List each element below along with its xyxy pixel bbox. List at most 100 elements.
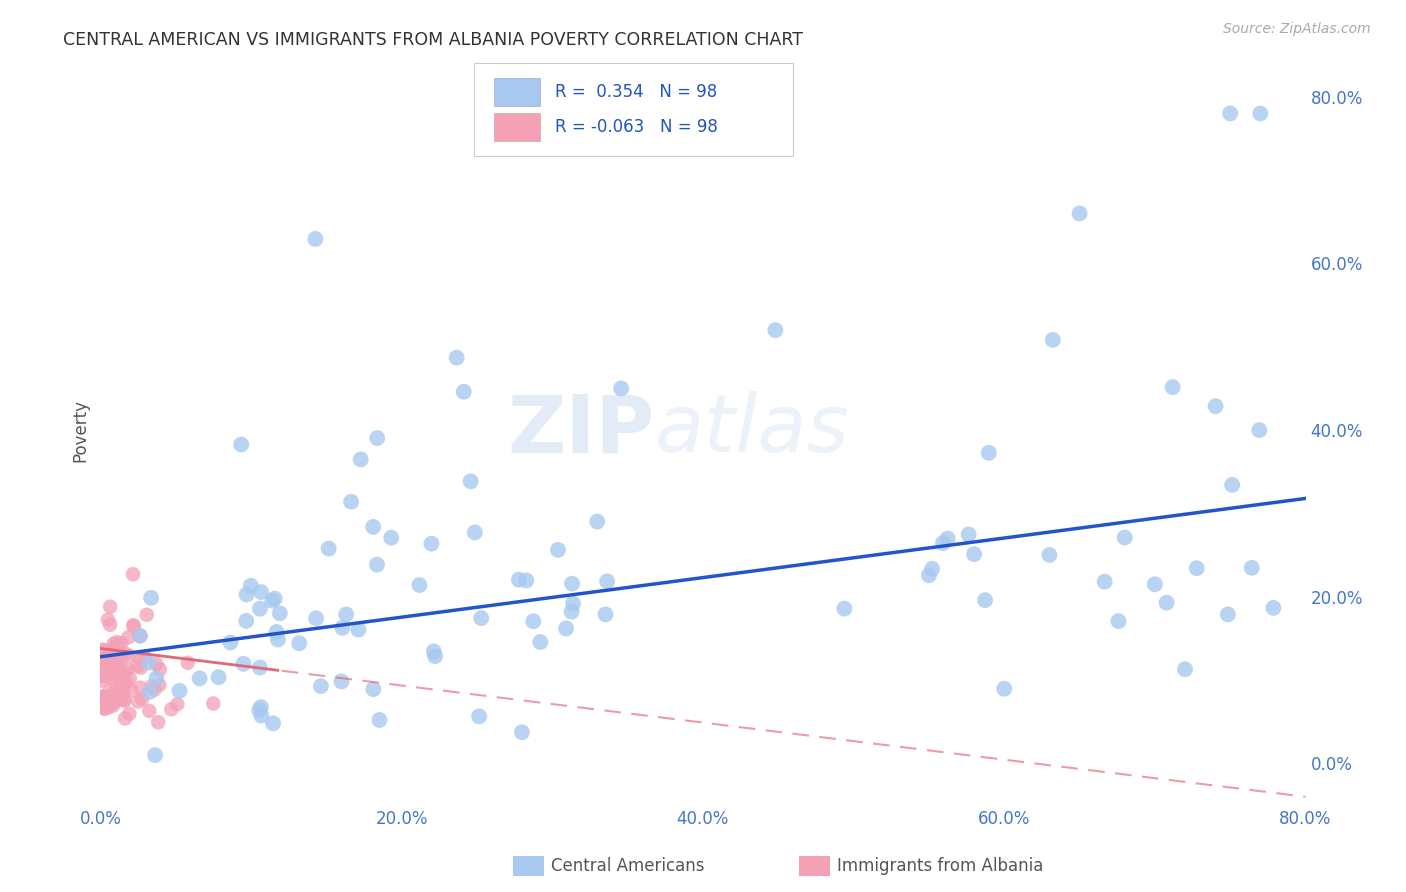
Point	[108, 664, 131, 678]
Point	[932, 536, 955, 550]
Point	[122, 567, 145, 582]
Point	[340, 494, 363, 508]
Point	[128, 650, 150, 665]
Point	[1249, 106, 1271, 120]
Point	[309, 679, 332, 693]
Point	[110, 653, 132, 667]
Point	[1143, 577, 1166, 591]
Point	[561, 576, 583, 591]
Point	[993, 681, 1015, 696]
Point	[98, 617, 121, 632]
Point	[1249, 423, 1271, 437]
Point	[149, 662, 172, 676]
Point	[112, 693, 135, 707]
Point	[93, 700, 115, 714]
Text: Central Americans: Central Americans	[551, 857, 704, 875]
Point	[91, 667, 114, 681]
Point	[1185, 561, 1208, 575]
Point	[94, 666, 117, 681]
Point	[361, 520, 384, 534]
Point	[129, 629, 152, 643]
Point	[1094, 574, 1116, 589]
Point	[100, 689, 122, 703]
Point	[115, 676, 138, 690]
Point	[98, 599, 121, 614]
Point	[127, 659, 149, 673]
Point	[562, 597, 585, 611]
Point	[250, 585, 273, 599]
Point	[529, 635, 551, 649]
Text: atlas: atlas	[655, 391, 849, 469]
Point	[595, 607, 617, 622]
Point	[96, 656, 118, 670]
Point	[107, 640, 129, 655]
Point	[114, 665, 136, 680]
Point	[288, 636, 311, 650]
Point	[114, 647, 136, 661]
Point	[247, 703, 270, 717]
Point	[249, 660, 271, 674]
Point	[127, 694, 149, 708]
Point	[586, 515, 609, 529]
Point	[112, 678, 135, 692]
Point	[332, 621, 354, 635]
Point	[97, 700, 120, 714]
Point	[510, 725, 533, 739]
Point	[103, 637, 125, 651]
Text: Source: ZipAtlas.com: Source: ZipAtlas.com	[1223, 22, 1371, 37]
Point	[460, 475, 482, 489]
Point	[118, 706, 141, 721]
Point	[269, 606, 291, 620]
Point	[1069, 206, 1091, 220]
Point	[105, 635, 128, 649]
Text: ZIP: ZIP	[508, 391, 655, 469]
Point	[169, 683, 191, 698]
Point	[110, 692, 132, 706]
Point	[129, 629, 152, 643]
Point	[105, 657, 128, 671]
Point	[160, 702, 183, 716]
Point	[107, 687, 129, 701]
FancyBboxPatch shape	[474, 62, 793, 156]
Point	[91, 690, 114, 704]
Text: R = -0.063   N = 98: R = -0.063 N = 98	[555, 118, 717, 136]
Point	[101, 698, 124, 713]
Point	[90, 690, 112, 705]
Point	[148, 715, 170, 730]
Point	[1042, 333, 1064, 347]
Point	[610, 381, 633, 395]
Point	[117, 630, 139, 644]
Point	[1216, 607, 1239, 622]
Point	[143, 682, 166, 697]
Point	[131, 692, 153, 706]
Point	[305, 611, 328, 625]
Point	[90, 668, 112, 682]
Point	[235, 614, 257, 628]
Point	[363, 682, 385, 697]
Point	[108, 671, 131, 685]
Point	[110, 636, 132, 650]
Point	[122, 618, 145, 632]
Point	[522, 614, 544, 628]
Text: CENTRAL AMERICAN VS IMMIGRANTS FROM ALBANIA POVERTY CORRELATION CHART: CENTRAL AMERICAN VS IMMIGRANTS FROM ALBA…	[63, 31, 803, 49]
Point	[1174, 662, 1197, 676]
Point	[117, 663, 139, 677]
Y-axis label: Poverty: Poverty	[72, 399, 89, 461]
Point	[1114, 531, 1136, 545]
Point	[304, 232, 326, 246]
Point	[100, 659, 122, 673]
Point	[98, 691, 121, 706]
Point	[101, 653, 124, 667]
Point	[547, 542, 569, 557]
Point	[96, 700, 118, 714]
Point	[250, 708, 273, 723]
Point	[91, 694, 114, 708]
Point	[366, 431, 388, 445]
Point	[1240, 561, 1263, 575]
Point	[93, 657, 115, 671]
Point	[249, 601, 271, 615]
Text: R =  0.354   N = 98: R = 0.354 N = 98	[555, 83, 717, 101]
Point	[408, 578, 430, 592]
Point	[262, 716, 284, 731]
Point	[555, 621, 578, 635]
